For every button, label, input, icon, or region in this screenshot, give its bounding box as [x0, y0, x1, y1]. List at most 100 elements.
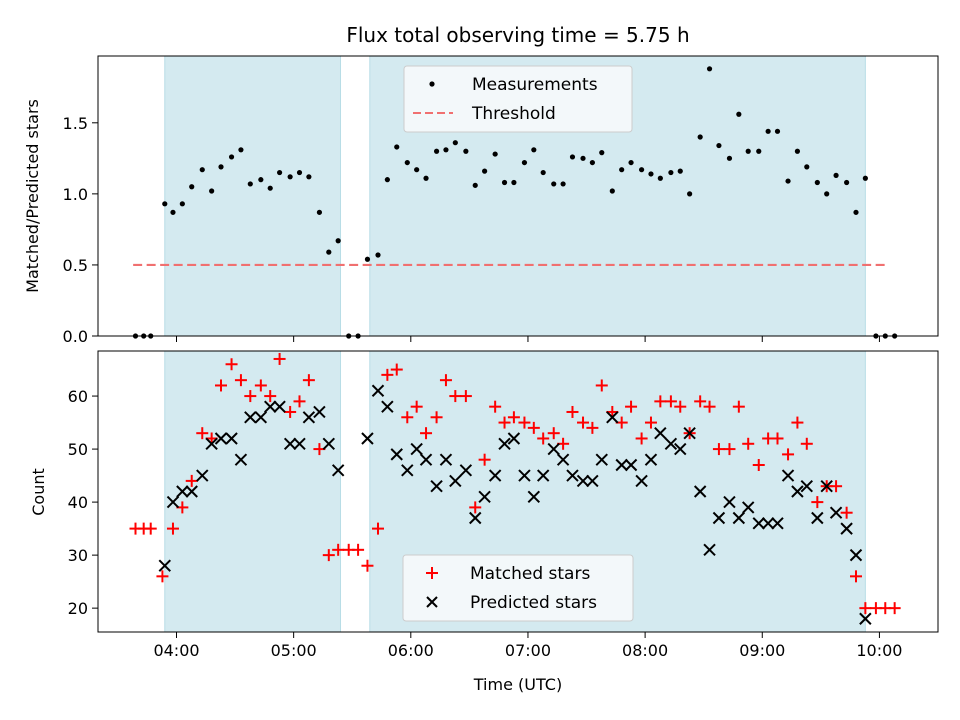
top-panel: 0.0 0.5 1.0 1.5 Matched/Predicted stars Mea…	[23, 55, 939, 346]
measurement-point	[599, 150, 605, 156]
measurement-point	[326, 249, 332, 255]
matched-star-point	[518, 416, 531, 429]
measurement-point	[726, 155, 733, 161]
matched-star-point	[654, 395, 667, 408]
measurement-point	[824, 191, 830, 197]
matched-star-point	[478, 453, 491, 466]
measurement-point	[794, 148, 801, 154]
matched-star-point	[840, 506, 853, 519]
shaded-interval	[164, 350, 342, 633]
measurement-point	[306, 174, 312, 180]
measurement-point	[423, 175, 429, 181]
measurement-point	[657, 175, 663, 181]
predicted-star-point	[576, 474, 590, 488]
measurement-point	[609, 188, 615, 194]
matched-star-point	[469, 501, 482, 514]
matched-star-point	[254, 379, 267, 392]
predicted-star-point	[732, 511, 746, 525]
measurement-point	[472, 182, 478, 188]
measurement-point	[179, 201, 185, 207]
matched-star-point	[723, 443, 736, 456]
matched-star-point	[401, 411, 414, 424]
measurement-point	[492, 151, 498, 157]
matched-star-point	[577, 416, 590, 429]
measurement-point	[569, 154, 576, 160]
predicted-star-point	[264, 400, 277, 413]
legend-box	[402, 554, 634, 622]
measurement-point	[862, 175, 868, 181]
top-panel-frame	[97, 55, 939, 337]
measurement-point	[199, 167, 205, 173]
predicted-star-point	[536, 469, 550, 482]
predicted-star-point	[820, 479, 833, 493]
matched-star-point	[144, 522, 157, 535]
bottom-panel: 20 30 40 50 60 04:00 05:00 06:00 07:00 08:00 09:0…	[29, 350, 939, 694]
predicted-star-point	[664, 437, 678, 450]
shaded-interval	[164, 55, 342, 337]
x-axis-label: Time (UTC)	[473, 675, 562, 694]
measurement-point	[774, 128, 781, 134]
measurement-point	[765, 128, 771, 134]
y-tick-label: 40	[68, 493, 88, 512]
measurement-point	[394, 144, 400, 150]
predicted-star-point	[196, 469, 209, 482]
measurement-point	[162, 201, 168, 207]
predicted-star-point	[459, 464, 473, 477]
x-tick-label: 08:00	[622, 641, 668, 660]
x-tick-label: 07:00	[505, 641, 551, 660]
measurement-point	[745, 148, 751, 154]
measurement-point	[238, 147, 244, 153]
measurement-point	[687, 191, 693, 197]
matched-star-point	[859, 602, 872, 615]
matched-star-point	[811, 496, 824, 509]
matched-star-point	[498, 416, 511, 429]
measurement-point	[247, 181, 253, 187]
matched-star-point	[284, 405, 297, 418]
matched-star-point	[244, 390, 257, 403]
measurement-point	[501, 179, 508, 186]
measurement-point	[384, 177, 390, 183]
matched-star-point	[635, 432, 648, 445]
matched-star-point	[537, 432, 550, 445]
predicted-star-point	[205, 437, 218, 450]
matched-star-point	[791, 416, 804, 429]
predicted-star-point	[283, 437, 297, 450]
predicted-star-point	[488, 469, 502, 482]
measurement-point	[521, 159, 528, 166]
legend-predicted-label: Predicted stars	[470, 593, 597, 613]
matched-star-point	[742, 437, 755, 450]
measurement-point	[833, 172, 839, 178]
y-tick-label: 1.5	[63, 114, 88, 133]
predicted-star-point	[518, 469, 531, 482]
predicted-star-point	[771, 517, 784, 530]
predicted-star-point	[322, 437, 336, 450]
measurement-point	[443, 147, 449, 153]
matched-star-point	[196, 427, 209, 440]
measurement-point	[706, 66, 713, 72]
matched-star-point	[849, 570, 862, 583]
matched-star-point	[322, 549, 335, 562]
predicted-star-point	[439, 453, 453, 466]
bottom-panel-y-axis: 20 30 40 50 60	[68, 387, 98, 618]
matched-star-point	[352, 543, 365, 556]
predicted-star-point	[547, 442, 560, 456]
matched-star-point	[694, 395, 707, 408]
measurement-point	[375, 252, 381, 258]
measurement-point	[433, 148, 440, 154]
predicted-star-point	[624, 458, 638, 472]
predicted-star-point	[254, 411, 268, 424]
top-panel-y-axis: 0.0 0.5 1.0 1.5	[63, 114, 98, 346]
legend-matched-label: Matched stars	[470, 564, 590, 584]
matched-star-point	[449, 390, 462, 403]
y-tick-label: 0.5	[63, 256, 88, 275]
x-tick-label: 04:00	[153, 641, 199, 660]
predicted-star-point	[761, 517, 775, 530]
measurement-point	[785, 178, 791, 184]
predicted-star-point	[371, 384, 385, 397]
predicted-star-point	[469, 511, 482, 525]
x-tick-label: 05:00	[271, 641, 317, 660]
matched-star-point	[410, 400, 423, 413]
predicted-star-point	[225, 432, 238, 445]
measurement-point	[170, 209, 176, 215]
measurement-point	[316, 209, 323, 215]
